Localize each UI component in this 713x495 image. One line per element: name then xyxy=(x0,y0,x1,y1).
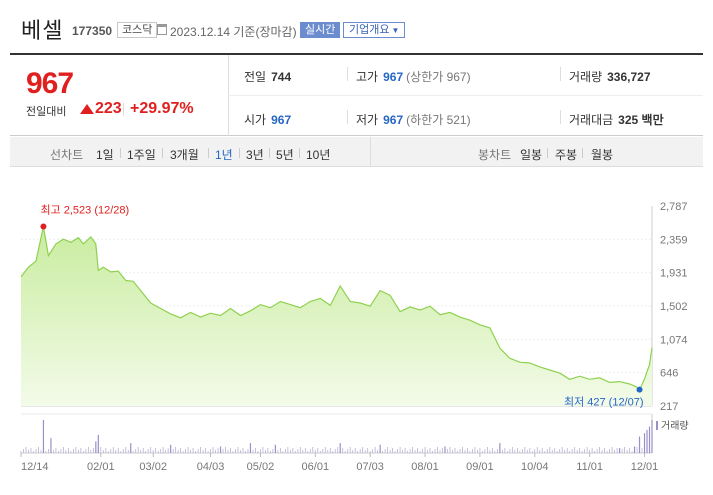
price-area xyxy=(21,226,652,406)
y-tick-label: 1,502 xyxy=(660,301,688,313)
market-badge: 코스닥 xyxy=(117,22,158,38)
price-line xyxy=(20,226,653,391)
high-point-marker xyxy=(40,223,47,230)
stock-header: 베셀 177350 코스닥 2023.12.14 기준(장마감) 실시간 기업개… xyxy=(0,0,713,50)
quote-panel: 967 전일대비 223 +29.97% 전일 744 고가 967 (상한가 967… xyxy=(10,53,703,136)
candle-weekly[interactable]: 주봉 xyxy=(555,148,578,162)
x-tick-label: 04/03 xyxy=(197,461,225,473)
stock-name: 베셀 xyxy=(21,18,64,43)
realtime-button[interactable]: 실시간 xyxy=(300,22,341,38)
high-annotation: 최고 2,523 (12/28) xyxy=(40,204,129,217)
volume-legend-swatch xyxy=(656,421,658,430)
chart-period-bar: 선차트 1일 1주일 3개월 1년 3년 5년 10년 봉차트 일봉 주봉 월봉 xyxy=(10,137,703,167)
period-1y[interactable]: 1년 xyxy=(215,148,233,162)
period-5y[interactable]: 5년 xyxy=(276,148,294,162)
price-chart[interactable]: 2,787 2,359 1,931 1,502 1,074 646 217 최고 2,523 … xyxy=(0,190,713,495)
low-annotation: 최저 427 (12/07) xyxy=(564,396,644,409)
calendar-icon xyxy=(157,24,167,35)
period-10y[interactable]: 10년 xyxy=(306,148,331,162)
candle-monthly[interactable]: 월봉 xyxy=(591,148,614,162)
y-tick-label: 2,787 xyxy=(660,201,688,213)
period-3y[interactable]: 3년 xyxy=(246,148,264,162)
price-chart-svg: 2,787 2,359 1,931 1,502 1,074 646 217 최고 2,523 … xyxy=(20,201,689,473)
x-tick-label: 07/03 xyxy=(356,461,384,473)
y-tick-label: 1,074 xyxy=(660,334,688,346)
low-point-marker xyxy=(636,386,643,393)
volume: 거래량 336,727 xyxy=(569,70,651,84)
x-tick-label: 09/01 xyxy=(466,461,494,473)
low-price: 저가 967 (하한가 521) xyxy=(356,113,471,127)
open-price: 시가 967 xyxy=(244,113,292,127)
period-1w[interactable]: 1주일 xyxy=(127,148,156,162)
prev-close: 전일 744 xyxy=(244,70,292,84)
change-percent: +29.97% xyxy=(130,100,194,117)
x-tick-label: 11/01 xyxy=(576,461,603,473)
y-tick-label: 1,931 xyxy=(660,268,688,280)
x-tick-label: 10/04 xyxy=(521,461,549,473)
x-tick-label: 02/01 xyxy=(87,461,115,473)
y-tick-label: 646 xyxy=(660,368,678,380)
period-3m[interactable]: 3개월 xyxy=(170,148,199,162)
x-tick-label: 06/01 xyxy=(302,461,330,473)
current-price: 967 xyxy=(26,67,74,100)
x-tick-label: 08/01 xyxy=(411,461,439,473)
x-tick-label: 05/02 xyxy=(247,461,275,473)
candle-chart-label: 봉차트 xyxy=(478,148,512,162)
y-tick-label: 217 xyxy=(660,401,678,413)
period-1d[interactable]: 1일 xyxy=(96,148,114,162)
high-price: 고가 967 (상한가 967) xyxy=(356,70,471,84)
volume-legend-label: 거래량 xyxy=(661,420,689,432)
company-overview-label: 기업개요 xyxy=(349,24,390,36)
trade-amount: 거래대금 325 백만 xyxy=(569,113,664,127)
x-tick-label: 03/02 xyxy=(139,461,167,473)
line-chart-label: 선차트 xyxy=(50,148,84,162)
candle-daily[interactable]: 일봉 xyxy=(520,148,543,162)
change-value: 223 xyxy=(95,100,122,117)
quote-date: 2023.12.14 기준(장마감) xyxy=(170,25,297,39)
company-overview-button[interactable]: 기업개요 ▼ xyxy=(343,22,406,38)
y-tick-label: 2,359 xyxy=(660,234,688,246)
x-tick-label: 12/01 xyxy=(631,461,659,473)
x-tick-label: 12/14 xyxy=(21,461,49,473)
up-arrow-icon xyxy=(80,104,94,114)
change-label: 전일대비 xyxy=(26,106,67,118)
stock-code: 177350 xyxy=(72,24,113,38)
caret-down-icon: ▼ xyxy=(391,26,400,35)
